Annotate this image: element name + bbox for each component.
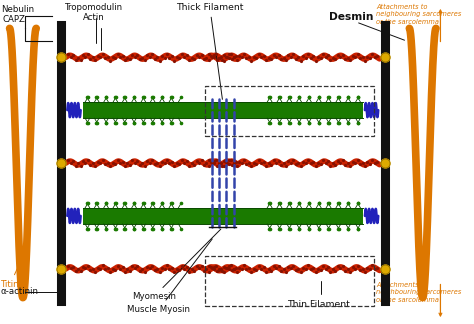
Bar xyxy=(83,208,363,224)
Text: Attachments to
neighbouring sarcomeres
or the sarcolemma: Attachments to neighbouring sarcomeres o… xyxy=(376,282,461,303)
Text: Thin Filament: Thin Filament xyxy=(287,281,350,309)
Bar xyxy=(205,256,374,306)
Bar xyxy=(83,102,363,118)
Bar xyxy=(205,86,374,136)
Text: Thick Filament: Thick Filament xyxy=(176,3,244,99)
Text: Tropomodulin: Tropomodulin xyxy=(65,3,123,43)
Text: Desmin: Desmin xyxy=(329,12,374,22)
Text: Titin: Titin xyxy=(0,244,28,289)
Text: Muscle Myosin: Muscle Myosin xyxy=(128,239,212,314)
Text: α-actinin: α-actinin xyxy=(0,287,39,296)
Text: CAPZ: CAPZ xyxy=(3,15,26,24)
Text: Nebulin: Nebulin xyxy=(0,5,34,14)
Text: Actin: Actin xyxy=(83,13,105,50)
Text: Myomesin: Myomesin xyxy=(132,229,221,301)
Text: Attachments to
neighbouring sarcomeres
or the sarcolemma: Attachments to neighbouring sarcomeres o… xyxy=(376,4,461,25)
